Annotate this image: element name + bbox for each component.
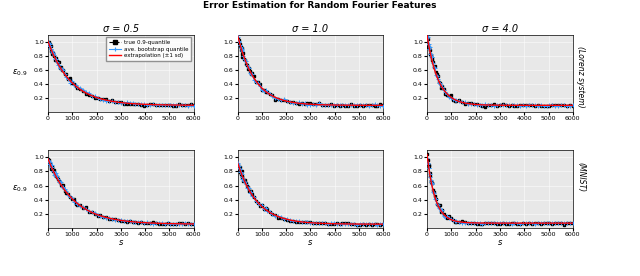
Y-axis label: $\varepsilon_{0.9}$: $\varepsilon_{0.9}$: [12, 68, 28, 78]
Title: σ = 1.0: σ = 1.0: [292, 24, 328, 34]
Text: (Lorenz system): (Lorenz system): [576, 46, 585, 108]
Text: (MNIST): (MNIST): [576, 161, 585, 192]
Text: Error Estimation for Random Fourier Features: Error Estimation for Random Fourier Feat…: [204, 1, 436, 10]
X-axis label: s: s: [498, 238, 502, 247]
Title: σ = 4.0: σ = 4.0: [482, 24, 518, 34]
X-axis label: s: s: [118, 238, 123, 247]
Title: σ = 0.5: σ = 0.5: [103, 24, 139, 34]
Legend: true 0.9-quantile, ave. bootstrap quantile, extrapolation (±1 sd): true 0.9-quantile, ave. bootstrap quanti…: [106, 37, 191, 61]
Y-axis label: $\varepsilon_{0.9}$: $\varepsilon_{0.9}$: [12, 184, 28, 194]
X-axis label: s: s: [308, 238, 312, 247]
